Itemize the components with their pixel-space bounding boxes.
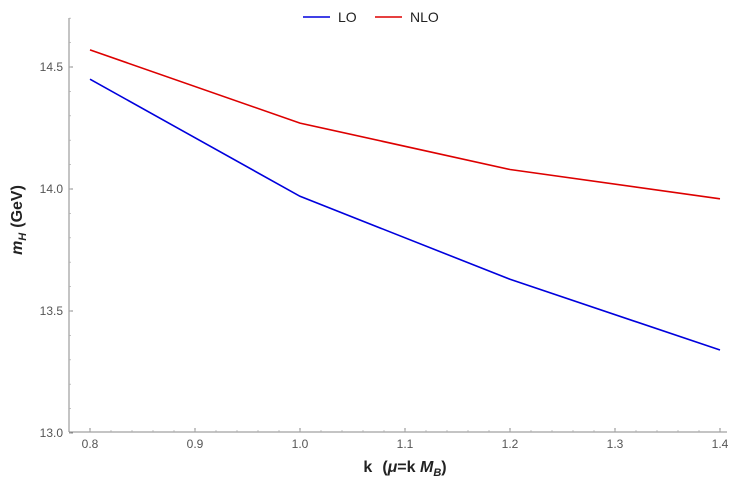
series-lines	[89, 49, 721, 351]
series-line-lo	[89, 78, 721, 351]
y-tick-label: 14.5	[40, 60, 64, 74]
x-ticks: 0.8 0.9 1.0 1.1 1.2 1.3 1.4	[82, 428, 729, 451]
x-tick-label: 1.2	[502, 437, 519, 451]
x-tick-label: 1.4	[712, 437, 729, 451]
y-tick-label: 13.0	[40, 426, 64, 440]
legend: LO NLO	[303, 9, 439, 25]
axes	[68, 18, 727, 433]
x-tick-label: 1.0	[292, 437, 309, 451]
y-tick-label: 14.0	[40, 182, 64, 196]
y-axis-title: mH(GeV)	[9, 185, 29, 255]
legend-label-lo: LO	[338, 9, 357, 25]
series-line-nlo	[89, 49, 721, 200]
x-tick-label: 0.9	[187, 437, 204, 451]
y-ticks: 13.0 13.5 14.0 14.5	[40, 17, 73, 440]
y-tick-label: 13.5	[40, 304, 64, 318]
legend-label-nlo: NLO	[410, 9, 439, 25]
x-tick-label: 0.8	[82, 437, 99, 451]
x-tick-label: 1.1	[397, 437, 414, 451]
x-axis-title: k (μ=k MB)	[363, 459, 446, 479]
x-tick-label: 1.3	[607, 437, 624, 451]
